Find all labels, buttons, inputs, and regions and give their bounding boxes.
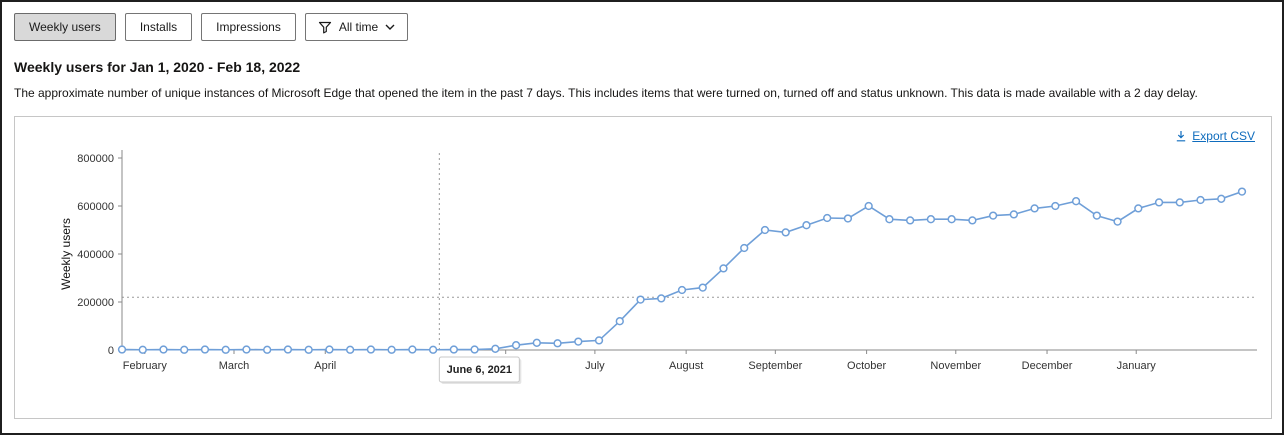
filter-funnel-icon — [318, 21, 332, 34]
svg-text:March: March — [219, 360, 250, 372]
svg-text:600000: 600000 — [77, 201, 114, 213]
svg-text:200000: 200000 — [77, 297, 114, 309]
svg-text:400000: 400000 — [77, 249, 114, 261]
svg-text:September: September — [748, 360, 802, 372]
time-filter-label: All time — [338, 20, 379, 34]
svg-text:Weekly users: Weekly users — [59, 218, 73, 290]
svg-text:January: January — [1117, 360, 1157, 372]
chevron-down-icon — [385, 24, 395, 30]
page-description: The approximate number of unique instanc… — [14, 86, 1198, 100]
svg-text:April: April — [314, 360, 336, 372]
export-csv-label: Export CSV — [1192, 129, 1255, 143]
svg-text:February: February — [123, 360, 168, 372]
metric-toolbar: Weekly users Installs Impressions All ti… — [14, 13, 409, 41]
weekly-users-line-chart[interactable]: 0 200000 400000 600000 800000 February March Ap… — [15, 143, 1269, 405]
tab-installs[interactable]: Installs — [124, 13, 193, 41]
tab-impressions[interactable]: Impressions — [201, 13, 296, 41]
time-filter-dropdown[interactable]: All time — [304, 13, 409, 41]
svg-text:October: October — [847, 360, 886, 372]
svg-text:December: December — [1022, 360, 1073, 372]
svg-text:0: 0 — [108, 345, 114, 357]
svg-text:August: August — [669, 360, 703, 372]
page-title: Weekly users for Jan 1, 2020 - Feb 18, 2… — [14, 59, 301, 75]
svg-text:800000: 800000 — [77, 153, 114, 165]
svg-text:November: November — [930, 360, 981, 372]
chart-card: Export CSV 0 200000 400000 600000 800000 Febr… — [14, 116, 1272, 419]
download-icon — [1175, 130, 1187, 142]
svg-text:June 6, 2021: June 6, 2021 — [447, 364, 512, 376]
export-csv-link[interactable]: Export CSV — [1175, 129, 1255, 143]
svg-text:July: July — [585, 360, 605, 372]
tab-weekly-users[interactable]: Weekly users — [14, 13, 116, 41]
